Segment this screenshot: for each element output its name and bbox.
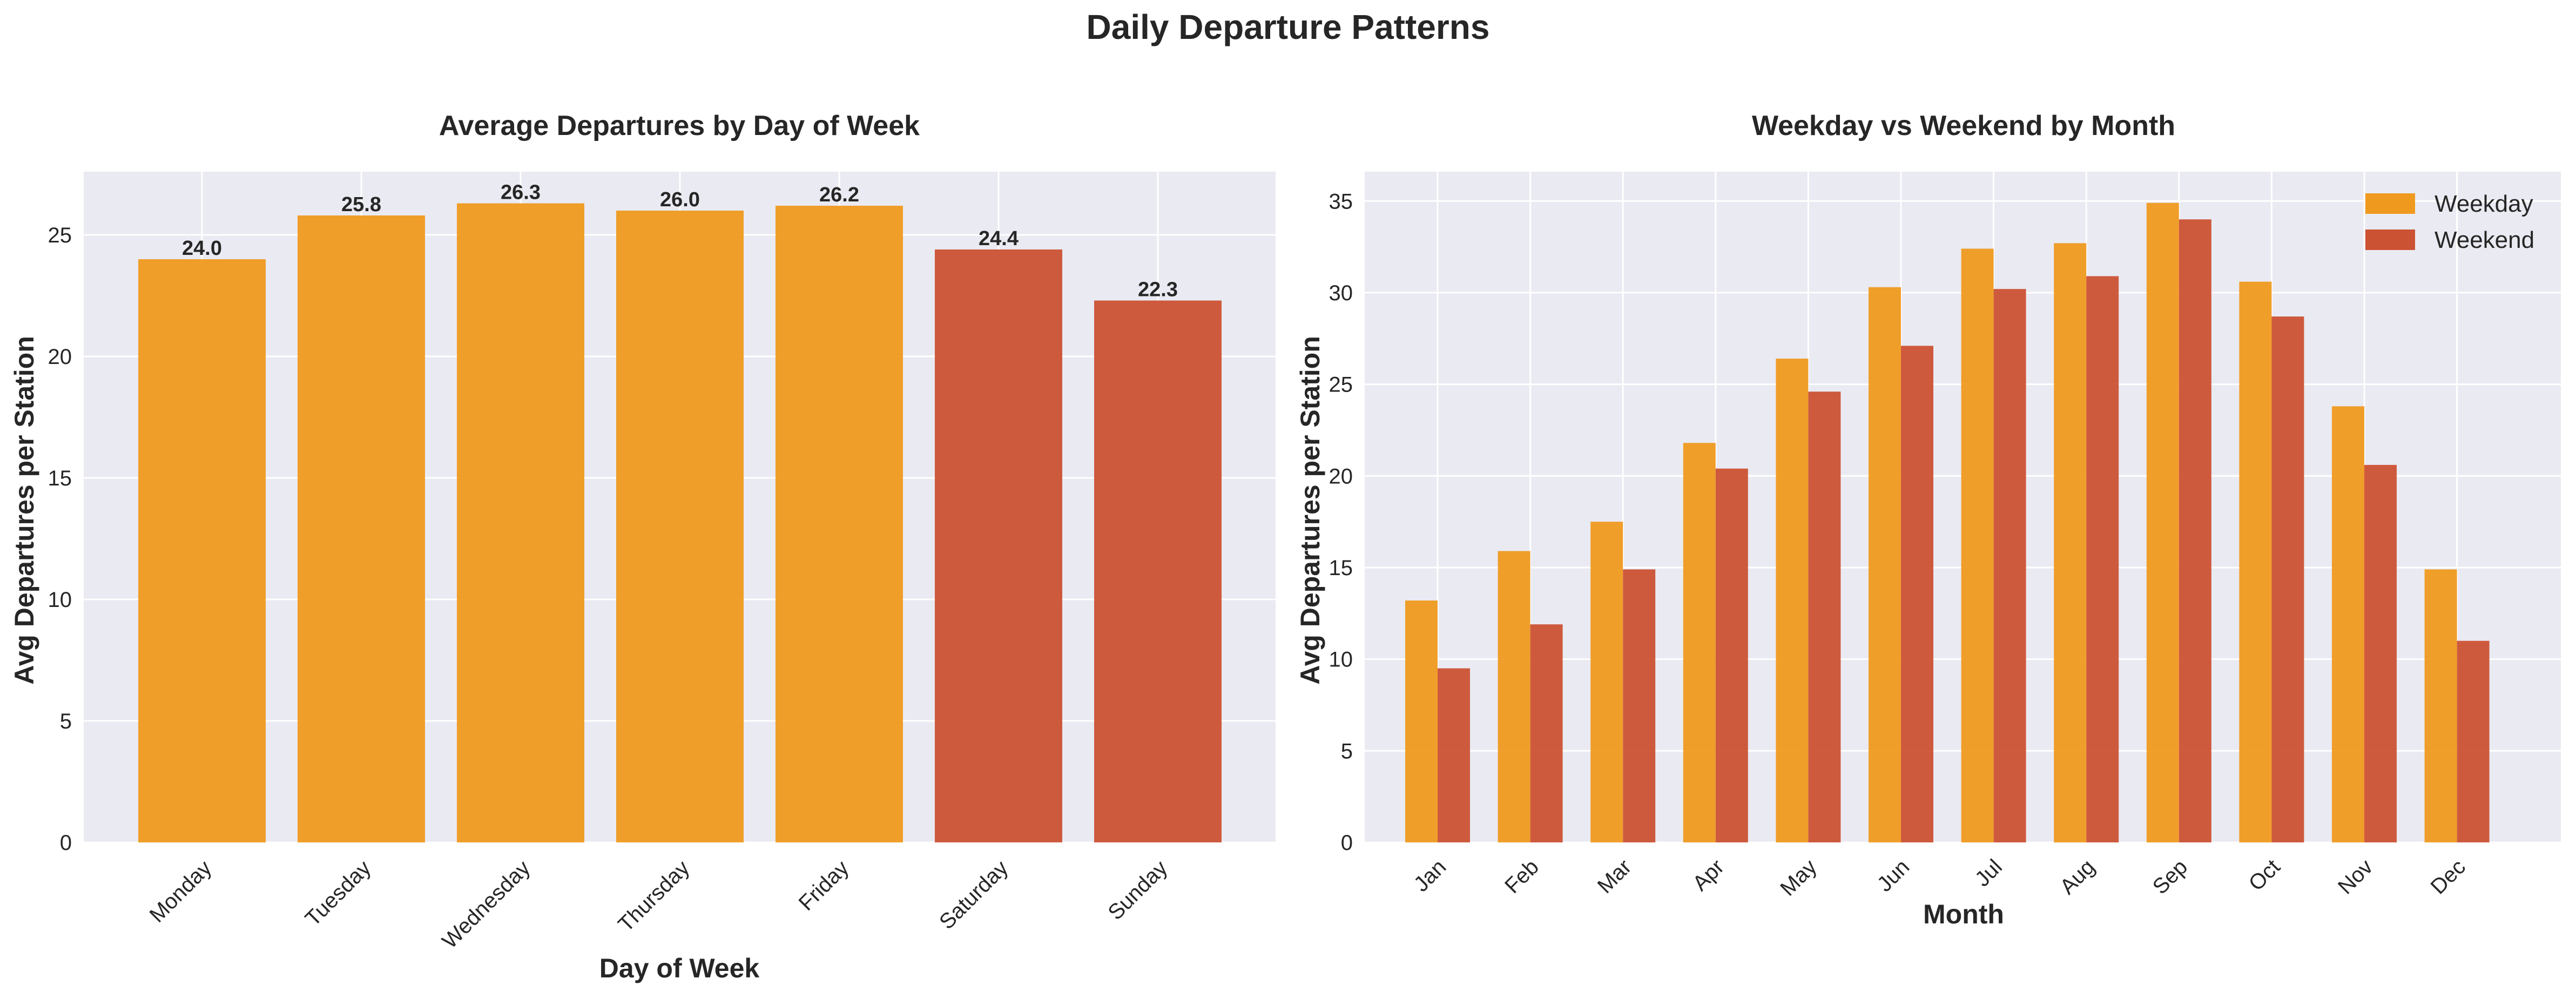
bar-weekend-jul [1993, 289, 2026, 842]
y-tick-label: 25 [1329, 373, 1353, 397]
value-label-saturday: 24.4 [979, 227, 1019, 250]
y-tick-label: 10 [48, 588, 72, 612]
bar-weekday-oct [2239, 281, 2272, 842]
y-ticks-day-chart: 0 5 10 15 20 25 [48, 224, 72, 855]
bars-day-chart: 24.0 25.8 26.3 26.0 26.2 24.4 22.3 [138, 181, 1222, 842]
bar-weekend-may [1808, 392, 1841, 842]
y-tick-label: 5 [1341, 739, 1353, 763]
day-chart-y-axis-label: Avg Departures per Station [9, 336, 39, 685]
day-chart-title: Average Departures by Day of Week [439, 110, 920, 141]
y-tick-label: 0 [1341, 831, 1353, 855]
month-chart-y-axis-label: Avg Departures per Station [1295, 336, 1325, 685]
x-ticks-day-chart: Monday Tuesday Wednesday Thursday Friday Satu… [145, 856, 1172, 953]
bar-weekend-jun [1901, 346, 1933, 842]
day-chart-x-axis-label: Day of Week [599, 953, 760, 983]
bar-wednesday [457, 203, 584, 842]
chart-departures-by-day: 24.025.826.3 26.0 26.224.422.3 0510152025 … [9, 110, 1276, 983]
legend-label-weekday: Weekday [2435, 191, 2533, 217]
month-chart-title: Weekday vs Weekend by Month [1752, 110, 2175, 141]
x-tick-label-tuesday: Tuesday [301, 856, 376, 931]
x-tick-label-aug: Aug [2055, 855, 2099, 899]
x-tick-label-jan: Jan [1410, 855, 1451, 896]
bar-weekend-sep [2179, 219, 2211, 843]
bar-weekday-sep [2146, 202, 2179, 843]
x-tick-label-wednesday: Wednesday [437, 856, 535, 953]
figure-title: Daily Departure Patterns [1087, 8, 1490, 46]
chart-weekday-vs-weekend: 0 5 10 15 20 25 30 35 Jan Feb Mar Apr May Jun Jul Aug S… [1295, 110, 2561, 929]
bar-weekend-oct [2271, 316, 2304, 842]
bar-sunday [1094, 300, 1222, 842]
x-ticks-month-chart: Jan Feb Mar Apr May Jun Jul Aug Sep Oct Nov Dec [1410, 855, 2470, 901]
x-tick-label-feb: Feb [1500, 855, 1543, 898]
bars-month-chart [1405, 202, 2490, 843]
y-ticks-month-chart: 0 5 10 15 20 25 30 35 [1329, 190, 1353, 855]
x-tick-label-sep: Sep [2148, 855, 2192, 899]
value-label-sunday: 22.3 [1138, 279, 1178, 301]
bar-weekend-mar [1623, 569, 1656, 842]
bar-monday [138, 259, 266, 842]
bar-weekend-feb [1530, 624, 1563, 842]
x-tick-label-saturday: Saturday [935, 856, 1013, 934]
bar-weekday-jul [1961, 248, 1994, 842]
bar-tuesday [298, 215, 425, 842]
x-tick-label-oct: Oct [2244, 855, 2285, 895]
bar-weekend-jan [1438, 668, 1470, 842]
bar-weekday-aug [2054, 243, 2087, 843]
y-tick-label: 15 [1329, 556, 1353, 580]
value-label-friday: 26.2 [819, 184, 859, 206]
bar-weekday-dec [2424, 569, 2457, 842]
y-tick-label: 10 [1329, 648, 1353, 672]
bar-weekend-dec [2457, 640, 2490, 842]
bar-weekend-aug [2086, 276, 2119, 842]
bar-thursday [616, 211, 744, 842]
y-tick-label: 5 [60, 710, 72, 733]
x-tick-label-jun: Jun [1873, 855, 1914, 896]
legend-swatch-weekday [2365, 193, 2415, 214]
bar-weekday-may [1776, 359, 1809, 842]
bar-weekday-apr [1683, 443, 1716, 842]
legend-label-weekend: Weekend [2435, 227, 2534, 253]
x-tick-label-jul: Jul [1971, 855, 2007, 891]
x-tick-label-nov: Nov [2334, 855, 2377, 899]
x-tick-label-thursday: Thursday [613, 856, 694, 936]
x-tick-label-apr: Apr [1688, 855, 1729, 895]
y-tick-label: 20 [1329, 464, 1353, 488]
value-label-monday: 24.0 [182, 237, 222, 260]
x-tick-label-friday: Friday [794, 856, 854, 915]
x-tick-label-mar: Mar [1593, 855, 1636, 898]
bar-weekday-feb [1498, 551, 1530, 842]
y-tick-label: 35 [1329, 190, 1353, 213]
x-tick-label-may: May [1776, 855, 1822, 901]
bar-saturday [935, 249, 1062, 842]
bar-weekday-nov [2332, 406, 2364, 842]
legend: Weekday Weekend [2365, 191, 2534, 253]
x-tick-label-sunday: Sunday [1103, 856, 1172, 924]
bar-weekend-apr [1715, 468, 1748, 842]
y-tick-label: 0 [60, 831, 72, 855]
x-tick-label-dec: Dec [2426, 855, 2470, 899]
y-tick-label: 20 [48, 345, 72, 369]
y-tick-label: 15 [48, 467, 72, 490]
y-tick-label: 25 [48, 224, 72, 247]
y-tick-label: 30 [1329, 281, 1353, 305]
legend-swatch-weekend [2365, 230, 2415, 250]
bar-weekend-nov [2364, 464, 2397, 842]
value-label-tuesday: 25.8 [341, 193, 381, 216]
x-tick-label-monday: Monday [145, 856, 217, 927]
bar-weekday-jun [1869, 287, 1901, 842]
month-chart-x-axis-label: Month [1923, 899, 2004, 929]
bar-weekday-jan [1405, 600, 1438, 842]
bar-friday [776, 206, 903, 842]
value-label-thursday: 26.0 [660, 188, 700, 211]
value-label-wednesday: 26.3 [501, 181, 541, 204]
bar-weekday-mar [1590, 522, 1623, 842]
